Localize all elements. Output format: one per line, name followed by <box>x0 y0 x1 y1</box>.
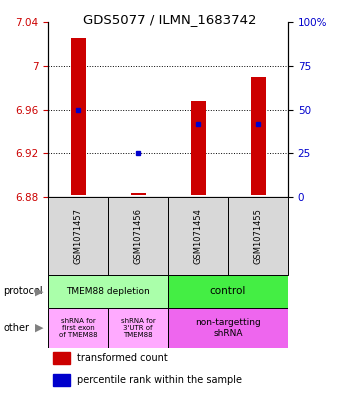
Text: other: other <box>3 323 29 333</box>
Bar <box>48 308 108 348</box>
Bar <box>251 77 266 195</box>
Bar <box>108 197 168 275</box>
Bar <box>48 197 108 275</box>
Text: GSM1071456: GSM1071456 <box>134 208 142 264</box>
Bar <box>190 101 205 195</box>
Text: non-targetting
shRNA: non-targetting shRNA <box>195 318 261 338</box>
Text: TMEM88 depletion: TMEM88 depletion <box>66 287 150 296</box>
Text: protocol: protocol <box>3 286 43 296</box>
Bar <box>131 193 146 195</box>
Text: shRNA for
3'UTR of
TMEM88: shRNA for 3'UTR of TMEM88 <box>121 318 155 338</box>
Bar <box>108 308 168 348</box>
Bar <box>53 352 70 364</box>
Text: shRNA for
first exon
of TMEM88: shRNA for first exon of TMEM88 <box>59 318 97 338</box>
Bar <box>168 308 288 348</box>
Bar <box>228 197 288 275</box>
Bar <box>53 374 70 386</box>
Bar <box>168 197 228 275</box>
Text: ▶: ▶ <box>35 323 44 333</box>
Text: GDS5077 / ILMN_1683742: GDS5077 / ILMN_1683742 <box>83 13 257 26</box>
Text: GSM1071455: GSM1071455 <box>254 208 262 264</box>
Bar <box>70 39 85 195</box>
Text: ▶: ▶ <box>35 286 44 296</box>
Text: control: control <box>210 286 246 296</box>
Bar <box>168 275 288 308</box>
Text: GSM1071457: GSM1071457 <box>73 208 83 264</box>
Bar <box>48 275 168 308</box>
Text: GSM1071454: GSM1071454 <box>193 208 203 264</box>
Text: transformed count: transformed count <box>77 353 168 363</box>
Text: percentile rank within the sample: percentile rank within the sample <box>77 375 242 385</box>
